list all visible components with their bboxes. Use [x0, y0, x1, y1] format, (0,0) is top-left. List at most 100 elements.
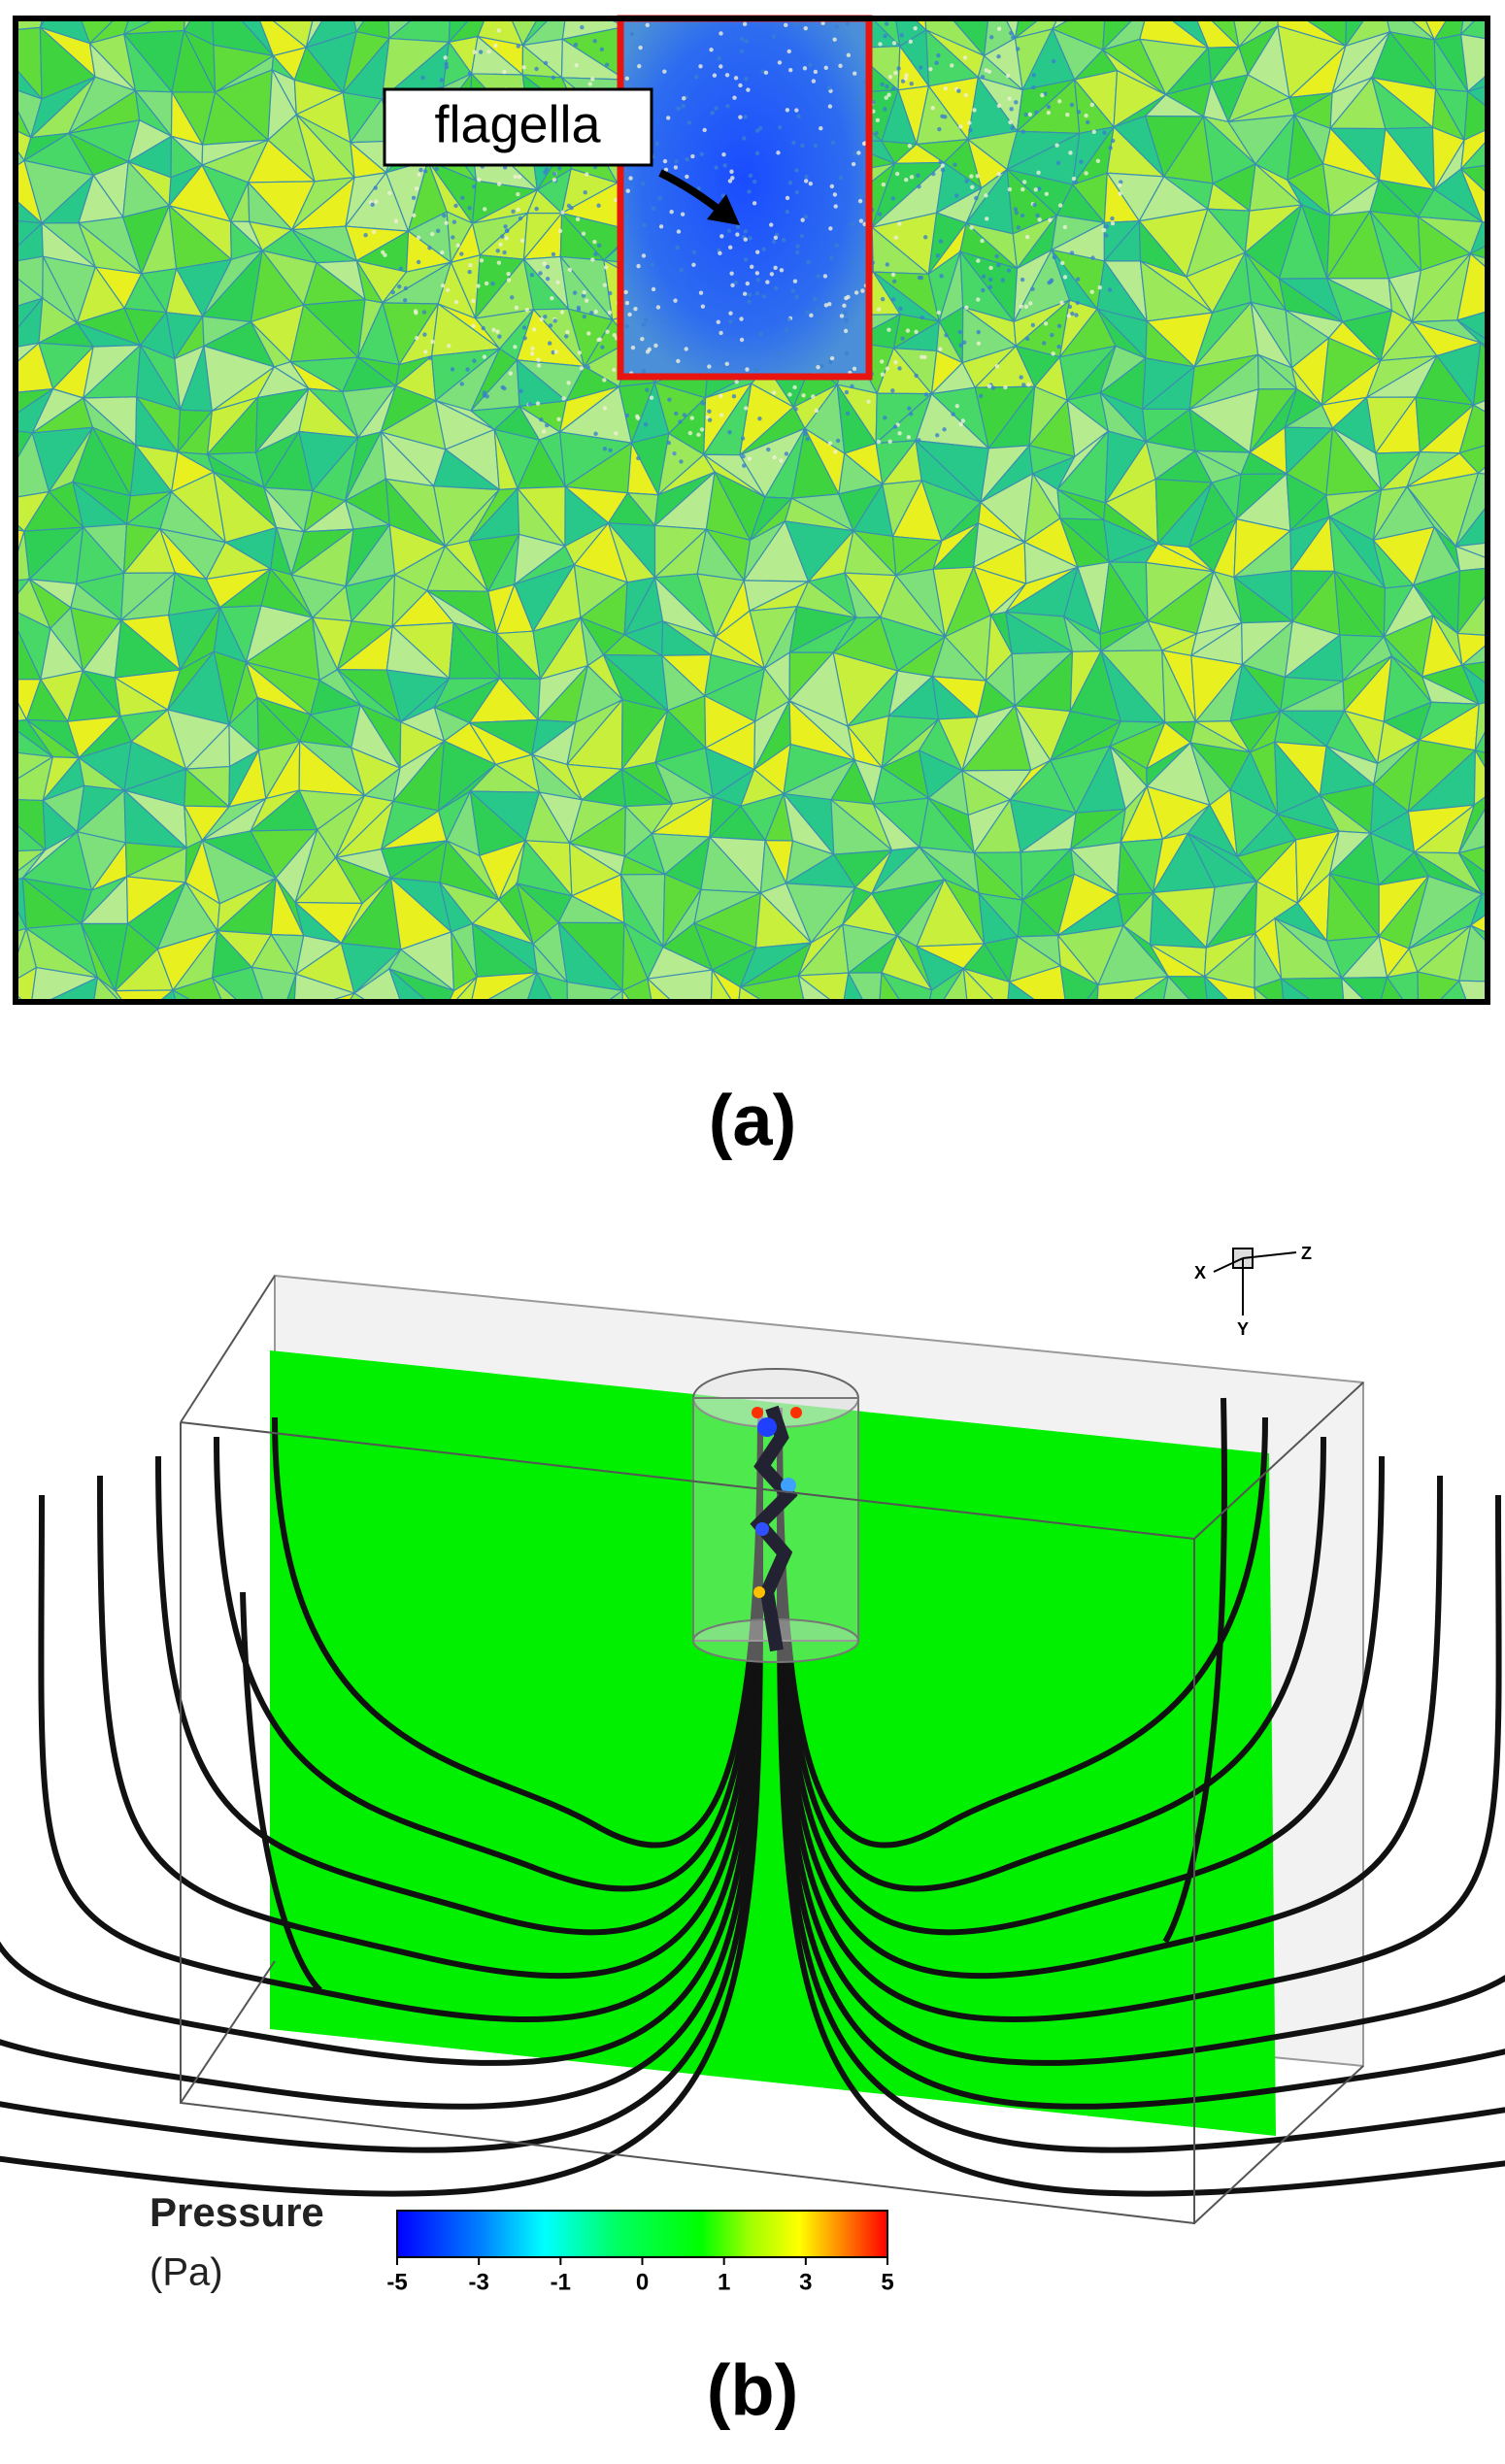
fine-cell: [829, 183, 835, 189]
fine-cell: [880, 296, 886, 302]
fine-cell: [545, 276, 551, 282]
fine-cell: [781, 238, 786, 243]
streamline: [214, 1431, 763, 1892]
mesh-cell: [1159, 1021, 1209, 1083]
fine-cell: [640, 336, 645, 342]
fine-cell: [773, 235, 779, 241]
fine-cell: [739, 337, 745, 343]
streamline: [0, 1601, 763, 2197]
fine-cell: [691, 250, 697, 254]
fine-cell: [536, 357, 541, 362]
fine-cell: [747, 299, 752, 305]
colorbar-tick-label: -3: [468, 2269, 488, 2295]
mesh-cell: [205, 1022, 263, 1080]
fine-cell: [745, 367, 750, 372]
mesh-cell: [710, 1011, 761, 1060]
fine-cell: [919, 65, 923, 70]
fine-cell: [717, 56, 721, 61]
fine-cell: [674, 159, 679, 164]
fine-cell: [592, 239, 597, 245]
mesh-cell: [1084, 982, 1099, 1002]
fine-cell: [402, 297, 408, 303]
fine-cell: [651, 206, 656, 211]
fine-cell: [748, 236, 752, 241]
fine-cell: [969, 225, 974, 230]
streamline: [0, 1528, 763, 2066]
fine-cell: [919, 275, 924, 281]
fine-cell: [1111, 138, 1116, 144]
fine-cell: [720, 193, 725, 198]
fine-cell: [574, 62, 579, 68]
fine-cell: [996, 103, 1002, 109]
fine-cell: [612, 367, 617, 373]
fine-cell: [373, 185, 378, 190]
fine-cell: [579, 366, 585, 371]
mesh-cell: [962, 966, 996, 1002]
fine-cell: [1059, 300, 1064, 306]
fine-cell: [467, 269, 472, 275]
fine-cell: [580, 25, 585, 30]
mesh-cell: [1066, 1024, 1106, 1080]
fine-cell: [738, 83, 743, 88]
fine-cell: [943, 115, 948, 119]
fine-cell: [893, 70, 898, 76]
fine-cell: [827, 441, 833, 446]
fine-cell: [440, 283, 446, 288]
mesh-cell: [156, 1011, 204, 1080]
fine-cell: [829, 255, 834, 260]
fine-cell: [599, 47, 605, 52]
colorbar-tick-label: -5: [386, 2269, 407, 2295]
fine-cell: [1030, 286, 1035, 291]
fine-cell: [794, 294, 799, 299]
mesh-cell: [1162, 975, 1192, 1002]
fine-cell: [897, 221, 902, 226]
fine-cell: [645, 22, 650, 28]
fine-cell: [748, 173, 753, 179]
fine-cell: [707, 417, 713, 422]
fine-cell: [920, 315, 924, 320]
fine-cell: [794, 189, 800, 195]
fine-cell: [640, 181, 646, 186]
fine-cell: [605, 329, 610, 334]
fine-cell: [930, 105, 935, 111]
fine-cell: [643, 317, 649, 322]
fine-cell: [624, 323, 629, 329]
mesh-cell: [802, 1010, 843, 1079]
fine-cell: [577, 350, 583, 355]
fine-cell: [903, 76, 909, 82]
mesh-cell: [444, 1010, 485, 1077]
fine-cell: [969, 174, 974, 179]
fine-cell: [655, 305, 661, 310]
mesh-cell: [1474, 1014, 1505, 1060]
fine-cell: [1069, 102, 1075, 108]
fine-cell: [460, 195, 465, 201]
mesh-cell: [1378, 1014, 1433, 1057]
annotation-box: [383, 87, 653, 167]
mesh-cell: [854, 1028, 899, 1076]
streamline: [0, 1552, 763, 2110]
fine-cell: [517, 174, 522, 180]
mesh-cell: [531, 1030, 575, 1077]
fine-cell: [832, 192, 838, 197]
fine-cell: [641, 253, 647, 258]
fine-cell: [514, 305, 519, 311]
fine-cell: [981, 274, 987, 279]
mesh-cell: [1460, 168, 1488, 223]
fine-cell: [954, 193, 959, 198]
fine-cell: [900, 79, 906, 83]
fine-cell: [371, 229, 377, 235]
fine-cell: [939, 274, 944, 279]
fine-cell: [1020, 186, 1025, 192]
fine-cell: [733, 76, 739, 81]
fine-cell: [744, 406, 749, 411]
fine-cell: [938, 239, 944, 244]
colorbar: [396, 2210, 888, 2258]
mesh-cell: [470, 1010, 532, 1074]
fine-cell: [844, 351, 850, 356]
mesh-cell: [1341, 976, 1367, 1002]
fine-cell: [743, 257, 749, 262]
fine-cell: [644, 288, 650, 293]
fine-cell: [548, 323, 553, 328]
fine-cell: [374, 199, 379, 204]
